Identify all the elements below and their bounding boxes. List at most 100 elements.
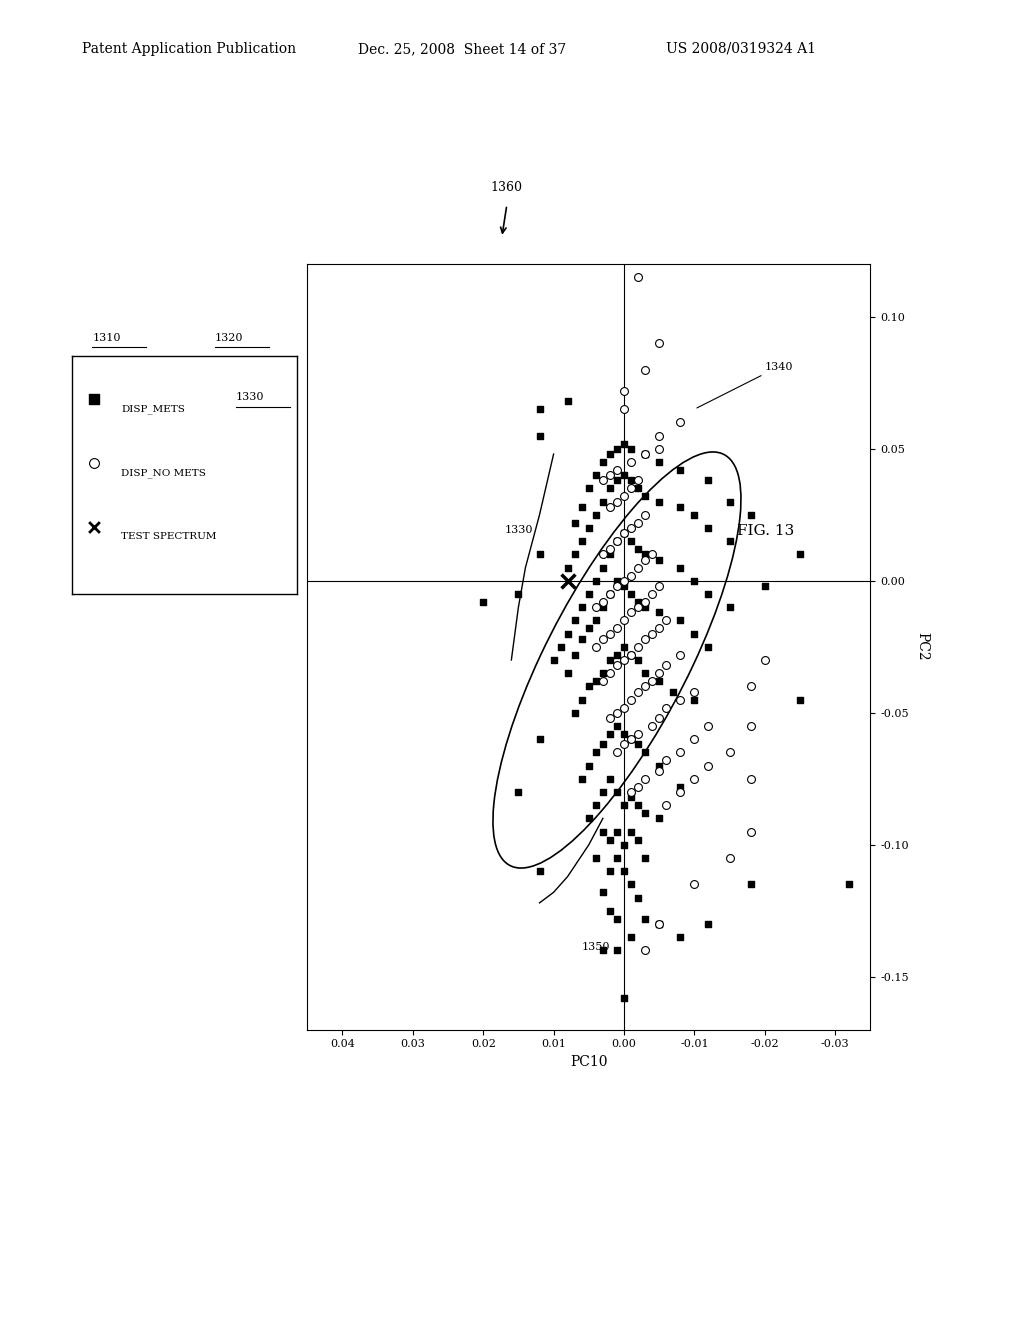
DISP_METS bbox=[602, 723, 618, 744]
DISP_METS bbox=[608, 908, 625, 929]
DISP_METS bbox=[672, 610, 688, 631]
Text: DISP_METS: DISP_METS bbox=[121, 404, 185, 413]
DISP_METS bbox=[608, 821, 625, 842]
DISP_METS bbox=[531, 729, 548, 750]
DISP_METS bbox=[588, 570, 604, 591]
DISP_NO METS bbox=[637, 591, 653, 612]
Text: 1360: 1360 bbox=[490, 181, 523, 194]
DISP_METS bbox=[581, 808, 597, 829]
DISP_NO METS bbox=[615, 649, 632, 671]
Point bbox=[86, 453, 102, 474]
DISP_METS bbox=[581, 755, 597, 776]
DISP_METS bbox=[672, 776, 688, 797]
DISP_METS bbox=[510, 781, 526, 803]
DISP_NO METS bbox=[630, 776, 646, 797]
Text: Patent Application Publication: Patent Application Publication bbox=[82, 42, 296, 55]
DISP_METS bbox=[615, 795, 632, 816]
DISP_METS bbox=[615, 576, 632, 597]
DISP_METS bbox=[608, 531, 625, 552]
DISP_NO METS bbox=[742, 821, 759, 842]
DISP_METS bbox=[588, 465, 604, 486]
Point bbox=[86, 517, 102, 539]
DISP_NO METS bbox=[630, 636, 646, 657]
DISP_METS bbox=[581, 478, 597, 499]
DISP_METS bbox=[630, 478, 646, 499]
DISP_METS bbox=[623, 583, 639, 605]
DISP_METS bbox=[630, 795, 646, 816]
DISP_METS bbox=[602, 583, 618, 605]
DISP_METS bbox=[588, 742, 604, 763]
DISP_METS bbox=[630, 734, 646, 755]
DISP_NO METS bbox=[644, 623, 660, 644]
DISP_METS bbox=[630, 829, 646, 850]
DISP_METS bbox=[608, 438, 625, 459]
DISP_METS bbox=[573, 531, 590, 552]
DISP_NO METS bbox=[595, 591, 611, 612]
DISP_METS bbox=[566, 610, 583, 631]
DISP_METS bbox=[566, 544, 583, 565]
DISP_METS bbox=[721, 531, 737, 552]
DISP_METS bbox=[595, 557, 611, 578]
DISP_NO METS bbox=[686, 874, 702, 895]
DISP_METS bbox=[630, 539, 646, 560]
DISP_NO METS bbox=[630, 597, 646, 618]
DISP_NO METS bbox=[637, 444, 653, 465]
DISP_METS bbox=[588, 847, 604, 869]
DISP_NO METS bbox=[623, 781, 639, 803]
DISP_METS bbox=[566, 512, 583, 533]
DISP_METS bbox=[615, 987, 632, 1008]
DISP_METS bbox=[615, 861, 632, 882]
DISP_METS bbox=[608, 470, 625, 491]
DISP_METS bbox=[608, 570, 625, 591]
DISP_NO METS bbox=[651, 618, 668, 639]
Text: Dec. 25, 2008  Sheet 14 of 37: Dec. 25, 2008 Sheet 14 of 37 bbox=[358, 42, 566, 55]
DISP_METS bbox=[666, 681, 682, 702]
DISP_METS bbox=[792, 689, 808, 710]
DISP_METS bbox=[595, 597, 611, 618]
DISP_METS bbox=[602, 478, 618, 499]
DISP_METS bbox=[672, 927, 688, 948]
DISP_METS bbox=[531, 399, 548, 420]
DISP_METS bbox=[595, 882, 611, 903]
DISP_METS bbox=[651, 671, 668, 692]
DISP_NO METS bbox=[644, 583, 660, 605]
X-axis label: PC10: PC10 bbox=[570, 1055, 607, 1069]
DISP_METS bbox=[721, 597, 737, 618]
DISP_METS bbox=[686, 504, 702, 525]
DISP_METS bbox=[595, 821, 611, 842]
DISP_NO METS bbox=[686, 729, 702, 750]
DISP_NO METS bbox=[615, 697, 632, 718]
DISP_METS bbox=[573, 628, 590, 649]
DISP_METS bbox=[588, 671, 604, 692]
DISP_METS bbox=[630, 887, 646, 908]
DISP_NO METS bbox=[721, 742, 737, 763]
DISP_NO METS bbox=[637, 359, 653, 380]
DISP_METS bbox=[637, 742, 653, 763]
DISP_METS bbox=[623, 531, 639, 552]
DISP_NO METS bbox=[637, 628, 653, 649]
DISP_METS bbox=[651, 808, 668, 829]
DISP_METS bbox=[651, 491, 668, 512]
DISP_METS bbox=[700, 636, 717, 657]
TEST SPECTRUM bbox=[559, 570, 575, 591]
DISP_METS bbox=[595, 663, 611, 684]
Y-axis label: PC2: PC2 bbox=[915, 632, 930, 661]
DISP_NO METS bbox=[742, 768, 759, 789]
DISP_METS bbox=[686, 689, 702, 710]
DISP_METS bbox=[559, 663, 575, 684]
DISP_NO METS bbox=[644, 671, 660, 692]
DISP_NO METS bbox=[630, 470, 646, 491]
DISP_NO METS bbox=[630, 723, 646, 744]
DISP_METS bbox=[531, 425, 548, 446]
DISP_METS bbox=[566, 702, 583, 723]
DISP_NO METS bbox=[608, 618, 625, 639]
DISP_NO METS bbox=[595, 470, 611, 491]
DISP_METS bbox=[602, 544, 618, 565]
DISP_NO METS bbox=[658, 697, 675, 718]
DISP_NO METS bbox=[700, 755, 717, 776]
DISP_NO METS bbox=[672, 644, 688, 665]
DISP_NO METS bbox=[602, 663, 618, 684]
DISP_METS bbox=[602, 649, 618, 671]
DISP_METS bbox=[573, 768, 590, 789]
DISP_NO METS bbox=[595, 671, 611, 692]
